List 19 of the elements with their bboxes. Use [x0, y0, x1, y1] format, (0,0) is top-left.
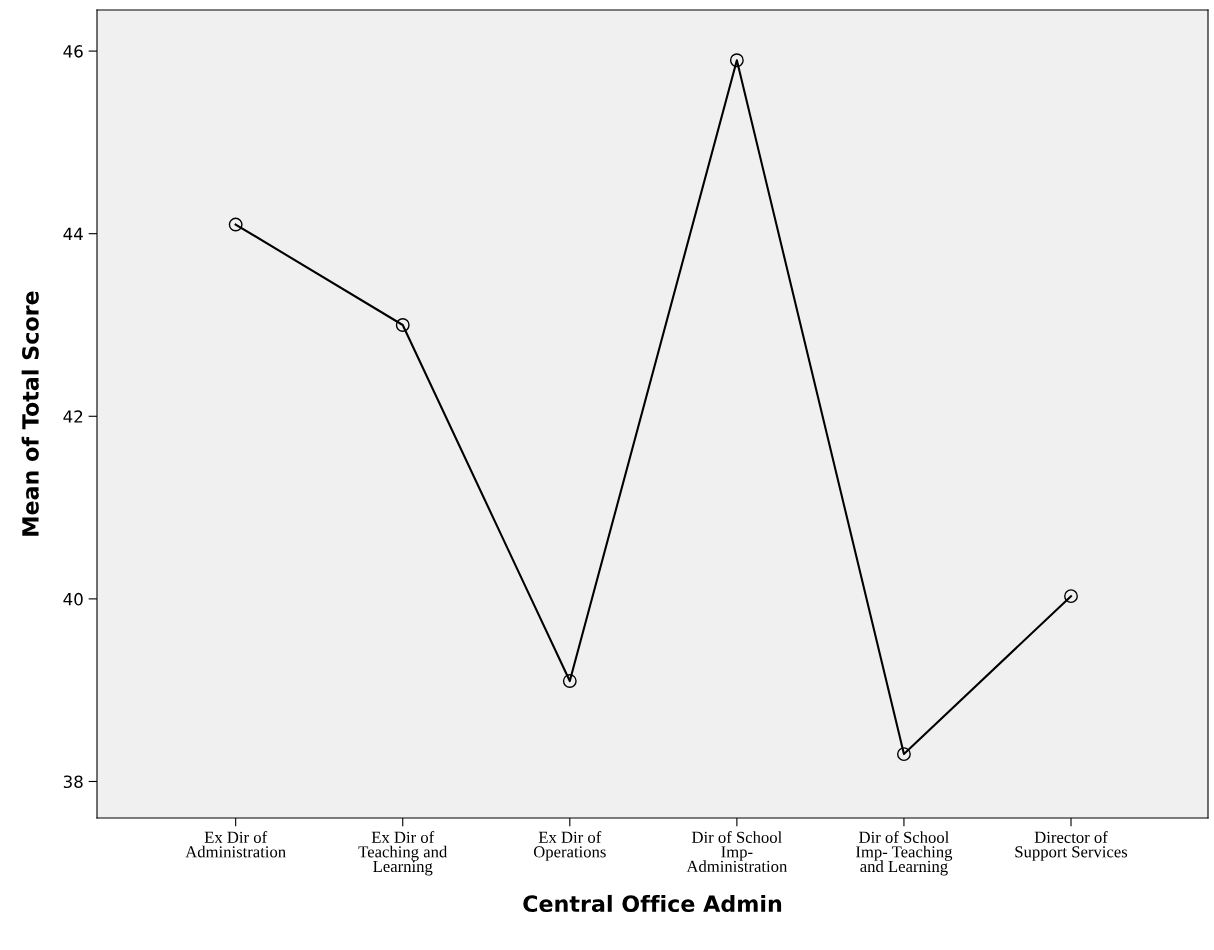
x-tick-label: Ex Dir of Administration [185, 831, 286, 858]
point [395, 318, 410, 332]
point [562, 674, 577, 688]
x-axis-title: Central Office Admin [523, 894, 782, 913]
y-tick-label: 42 [63, 410, 83, 423]
y-axis-title: Mean of Total Score [21, 291, 39, 536]
y-tick-label: 46 [63, 45, 83, 58]
x-tick-label: Dir of School Imp- Administration [686, 831, 788, 872]
point [729, 53, 744, 68]
point [228, 217, 243, 232]
x-tick-label: Ex Dir of Operations [533, 831, 606, 861]
y-tick-label: 38 [63, 775, 83, 789]
x-tick-label: Ex Dir of Teaching and Learning [358, 831, 448, 876]
point [896, 747, 911, 762]
y-tick-label: 40 [63, 592, 83, 606]
point [1064, 589, 1078, 604]
y-tick-label: 44 [63, 227, 83, 241]
x-tick-label: Dir of School Imp- Teaching and Learning [855, 831, 953, 876]
x-tick-label: Director of Support Services [1015, 831, 1128, 861]
